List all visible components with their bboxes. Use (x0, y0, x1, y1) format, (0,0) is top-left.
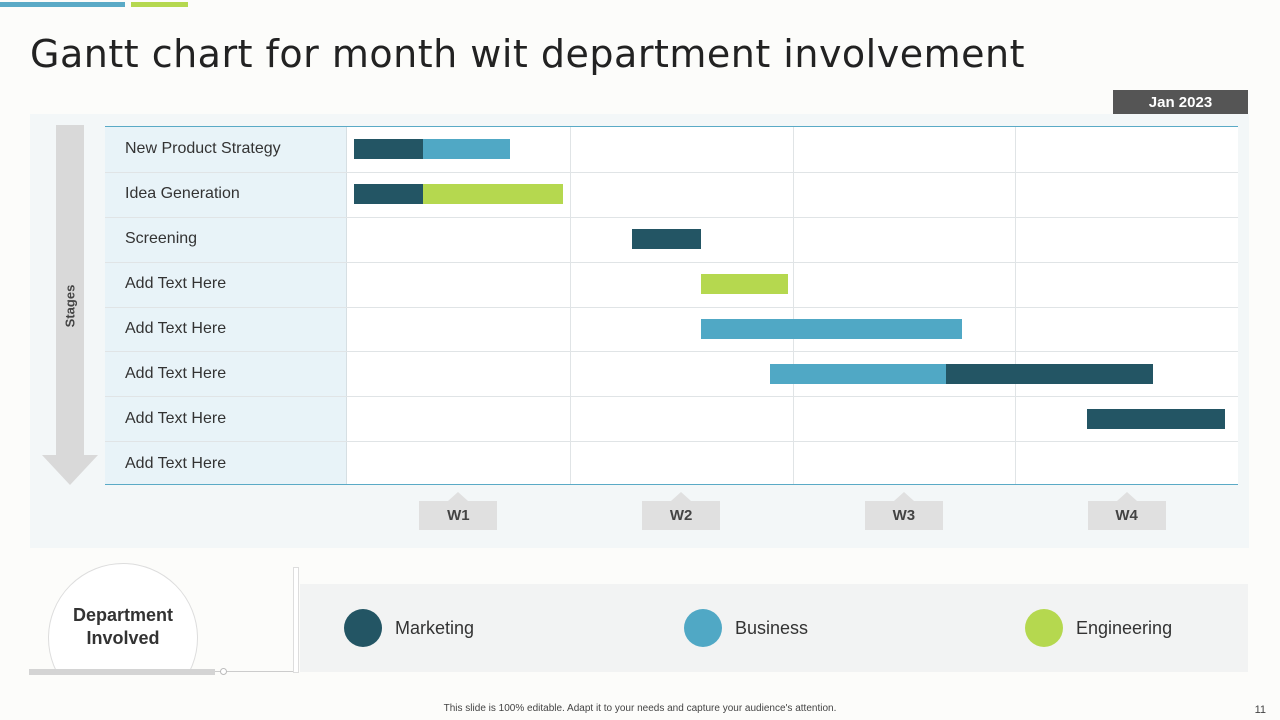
department-connector (215, 671, 295, 672)
page-number: 11 (1254, 704, 1266, 716)
stage-label: Screening (125, 230, 198, 248)
department-involved-label: Department Involved (72, 605, 174, 648)
week-label: W4 (1087, 492, 1166, 530)
gantt-bar-marketing (946, 363, 1154, 384)
stage-label: Add Text Here (125, 275, 227, 292)
divider-bracket (293, 567, 299, 673)
week-label: W1 (419, 492, 498, 530)
stage-label: Add Text Here (125, 364, 227, 382)
legend-swatch-engineering (1025, 609, 1063, 647)
week-gridline (569, 127, 571, 484)
gantt-bar-engineering (701, 274, 789, 295)
accent-bar-blue (0, 2, 125, 7)
week-label: W3 (864, 492, 943, 530)
month-badge: Jan 2023 (1113, 90, 1248, 114)
stage-label: Idea Generation (125, 185, 240, 203)
gantt-bar-engineering (422, 184, 564, 205)
gantt-bar-marketing (1086, 408, 1225, 429)
gantt-bar-business (422, 139, 510, 160)
legend-item-business: Business (684, 609, 808, 647)
row-divider (105, 306, 1238, 308)
stages-label: Stages (62, 284, 78, 328)
legend-swatch-marketing (344, 609, 382, 647)
legend-item-marketing: Marketing (344, 609, 474, 647)
legend-label: Marketing (395, 617, 475, 638)
accent-bar-green (131, 2, 188, 7)
legend-label: Engineering (1076, 617, 1173, 638)
row-divider (105, 261, 1238, 263)
footer-note: This slide is 100% editable. Adapt it to… (443, 703, 837, 714)
legend-panel (300, 584, 1248, 672)
gantt-grid: New Product Strategy Idea Generation Scree… (105, 126, 1238, 485)
connector-dot (220, 668, 227, 675)
row-divider (105, 441, 1238, 443)
legend-label: Business (735, 617, 809, 638)
gantt-bar-marketing (353, 139, 423, 160)
department-base (29, 669, 215, 675)
gantt-bar-business (701, 318, 962, 339)
stage-label: Add Text Here (125, 319, 227, 337)
legend-swatch-business (684, 609, 722, 647)
page-title: Gantt chart for month wit department inv… (30, 32, 1025, 76)
stage-label: Add Text Here (125, 409, 227, 427)
row-divider (105, 396, 1238, 398)
stages-arrow-icon (42, 125, 98, 485)
stage-label: New Product Strategy (125, 140, 281, 158)
stage-label: Add Text Here (125, 454, 227, 472)
row-divider (105, 351, 1238, 353)
row-divider (105, 171, 1238, 173)
gantt-bar-marketing (632, 229, 702, 250)
row-divider (105, 216, 1238, 218)
legend-item-engineering: Engineering (1025, 609, 1172, 647)
week-gridline (1015, 127, 1017, 484)
stage-labels-column (105, 127, 347, 484)
week-label: W2 (642, 492, 721, 530)
gantt-bar-business (770, 363, 947, 384)
week-gridline (792, 127, 794, 484)
gantt-bar-marketing (353, 184, 423, 205)
